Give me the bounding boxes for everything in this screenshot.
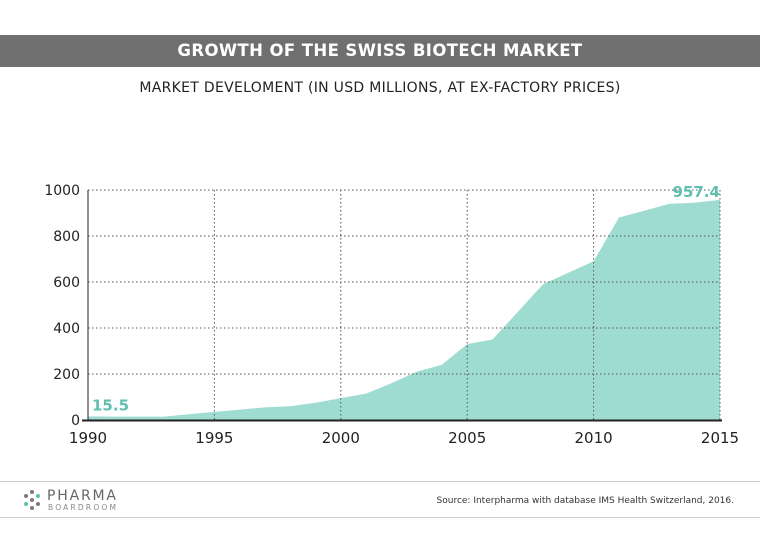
y-tick-label: 0 <box>71 413 80 429</box>
pharmaboardroom-logo: PHARMA BOARDROOM <box>22 489 182 513</box>
chart-title-banner: GROWTH OF THE SWISS BIOTECH MARKET <box>0 35 760 67</box>
data-annotation-label: 957.4 <box>673 183 720 201</box>
x-tick-label: 1995 <box>195 429 233 447</box>
x-tick-label: 2005 <box>448 429 486 447</box>
x-tick-label: 1990 <box>69 429 107 447</box>
logo-dots-icon <box>22 490 42 510</box>
y-tick-label: 400 <box>53 321 80 337</box>
series-area <box>88 199 720 420</box>
y-tick-label: 800 <box>53 229 80 245</box>
x-tick-label: 2015 <box>701 429 739 447</box>
logo-brand-sub: BOARDROOM <box>48 503 119 512</box>
y-tick-label: 200 <box>53 367 80 383</box>
x-tick-label: 2000 <box>322 429 360 447</box>
x-tick-label: 2010 <box>575 429 613 447</box>
footer-divider-top <box>0 481 760 482</box>
data-annotation-label: 15.5 <box>92 396 129 414</box>
footer-divider-bottom <box>0 517 760 518</box>
chart-subtitle: MARKET DEVELOMENT (IN USD MILLIONS, AT E… <box>139 80 621 96</box>
source-note: Source: Interpharma with database IMS He… <box>436 496 734 506</box>
market-area-chart: 0 200 400 600 800 1000 1990 1995 2000 2005 2010 201… <box>44 183 739 447</box>
y-tick-label: 600 <box>53 275 80 291</box>
y-tick-label: 1000 <box>44 183 80 199</box>
logo-brand-name: PHARMA <box>47 488 118 504</box>
